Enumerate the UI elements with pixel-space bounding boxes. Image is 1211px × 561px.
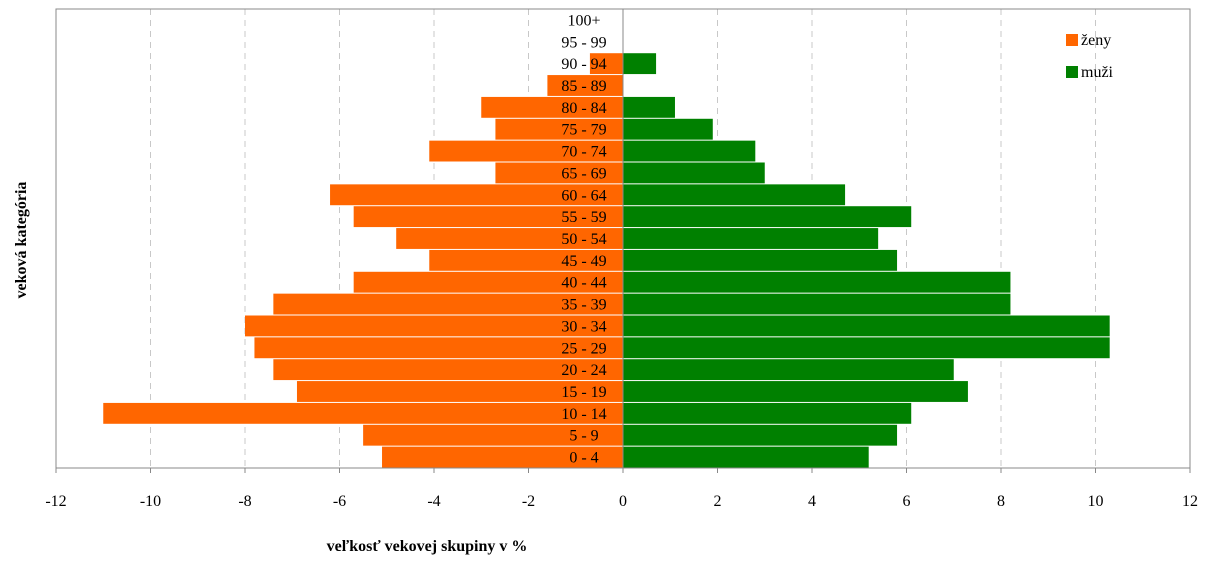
category-label: 40 - 44: [561, 275, 606, 292]
x-tick-label: -2: [522, 493, 535, 510]
bar-muzi: [623, 228, 879, 249]
bar-muzi: [623, 315, 1110, 337]
bar-zeny: [296, 381, 623, 402]
bar-muzi: [623, 424, 898, 446]
x-tick-label: -4: [427, 493, 440, 510]
legend-label-zeny: ženy: [1081, 32, 1111, 49]
bar-zeny: [396, 228, 623, 249]
category-label: 20 - 24: [561, 362, 606, 379]
bar-zeny: [273, 359, 623, 381]
bar-muzi: [623, 249, 898, 271]
x-tick-label: 10: [1088, 493, 1104, 510]
bar-muzi: [623, 359, 954, 381]
bar-muzi: [623, 337, 1110, 359]
category-label: 15 - 19: [561, 384, 606, 401]
bar-muzi: [623, 381, 968, 402]
bar-muzi: [623, 140, 756, 162]
bar-muzi: [623, 118, 713, 140]
bar-zeny: [254, 337, 623, 359]
x-tick-label: 8: [997, 493, 1005, 510]
category-label: 35 - 39: [561, 297, 606, 314]
bar-muzi: [623, 206, 912, 228]
category-label: 65 - 69: [561, 165, 606, 182]
bar-muzi: [623, 293, 1011, 315]
category-labels: 0 - 4 5 - 9 10 - 14 15 - 19 20 - 24 25 - 29 30…: [561, 12, 606, 466]
bar-zeny: [429, 140, 623, 162]
bar-zeny: [363, 424, 623, 446]
x-tick-label: 6: [903, 493, 911, 510]
category-label: 95 - 99: [561, 34, 606, 51]
series-muzi: [623, 53, 1110, 468]
bar-muzi: [623, 162, 765, 184]
bar-zeny: [382, 446, 623, 468]
bar-muzi: [623, 446, 869, 468]
bar-zeny: [353, 271, 623, 293]
bar-zeny: [330, 184, 623, 206]
bar-muzi: [623, 184, 846, 206]
x-tick-label: 2: [714, 493, 722, 510]
legend-swatch-zeny: [1066, 34, 1078, 46]
category-label: 60 - 64: [561, 187, 606, 204]
x-tick-label: 12: [1182, 493, 1198, 510]
category-label: 45 - 49: [561, 253, 606, 270]
category-label: 85 - 89: [561, 78, 606, 95]
bar-muzi: [623, 53, 657, 75]
bar-muzi: [623, 96, 675, 118]
x-axis-title: veľkosť vekovej skupiny v %: [327, 538, 528, 555]
category-label: 25 - 29: [561, 340, 606, 357]
bar-zeny: [429, 249, 623, 271]
x-tick-label: -6: [333, 493, 346, 510]
category-label: 80 - 84: [561, 100, 606, 117]
legend-label-muzi: muži: [1081, 64, 1114, 81]
legend-swatch-muzi: [1066, 66, 1078, 78]
bar-zeny: [589, 53, 623, 75]
category-label: 100+: [567, 12, 600, 29]
bar-muzi: [623, 271, 1011, 293]
bar-zeny: [495, 162, 623, 184]
category-label: 50 - 54: [561, 231, 606, 248]
bar-zeny: [273, 293, 623, 315]
category-label: 90 - 94: [561, 56, 606, 73]
category-label: 75 - 79: [561, 122, 606, 139]
category-label: 5 - 9: [569, 428, 598, 445]
category-label: 70 - 74: [561, 144, 606, 161]
bar-zeny: [547, 75, 623, 96]
category-label: 30 - 34: [561, 318, 606, 335]
series-zeny: [103, 53, 623, 468]
bar-zeny: [481, 96, 623, 118]
bar-zeny: [495, 118, 623, 140]
x-tick-label: 0: [619, 493, 627, 510]
bar-zeny: [353, 206, 623, 228]
x-tick-label: -12: [45, 493, 66, 510]
bar-zeny: [103, 402, 623, 424]
x-tick-labels: -12 -10 -8 -6 -4 -2 0 2 4 6 8 10 12: [45, 468, 1198, 510]
x-tick-label: 4: [808, 493, 816, 510]
category-label: 55 - 59: [561, 209, 606, 226]
y-axis-title: veková kategória: [13, 182, 30, 299]
category-label: 0 - 4: [569, 450, 598, 467]
bar-zeny: [245, 315, 623, 337]
x-tick-label: -8: [238, 493, 251, 510]
x-tick-label: -10: [140, 493, 161, 510]
legend: ženy muži: [1066, 32, 1114, 81]
category-label: 10 - 14: [561, 406, 606, 423]
bar-muzi: [623, 402, 912, 424]
